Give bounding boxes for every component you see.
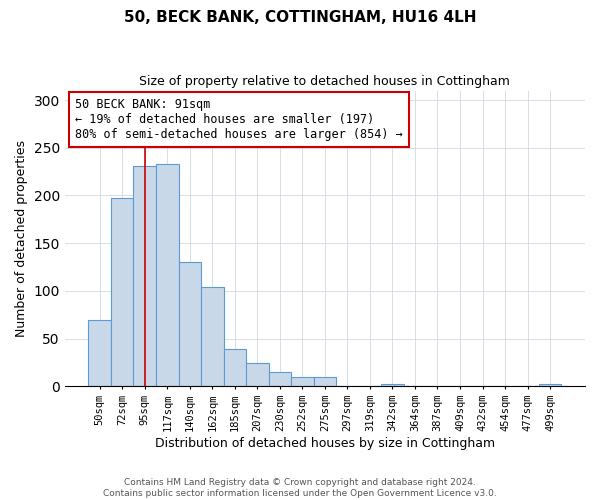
Bar [539, 384, 562, 386]
Bar [156, 164, 179, 386]
Bar [381, 384, 404, 386]
Bar [111, 198, 133, 386]
Bar [246, 364, 269, 386]
Bar [269, 372, 291, 386]
Bar [133, 166, 156, 386]
Y-axis label: Number of detached properties: Number of detached properties [15, 140, 28, 337]
Bar [224, 349, 246, 387]
Bar [314, 377, 336, 386]
Text: 50 BECK BANK: 91sqm
← 19% of detached houses are smaller (197)
80% of semi-detac: 50 BECK BANK: 91sqm ← 19% of detached ho… [75, 98, 403, 141]
X-axis label: Distribution of detached houses by size in Cottingham: Distribution of detached houses by size … [155, 437, 495, 450]
Bar [291, 377, 314, 386]
Title: Size of property relative to detached houses in Cottingham: Size of property relative to detached ho… [139, 75, 511, 88]
Bar [88, 320, 111, 386]
Text: Contains HM Land Registry data © Crown copyright and database right 2024.
Contai: Contains HM Land Registry data © Crown c… [103, 478, 497, 498]
Bar [179, 262, 201, 386]
Text: 50, BECK BANK, COTTINGHAM, HU16 4LH: 50, BECK BANK, COTTINGHAM, HU16 4LH [124, 10, 476, 25]
Bar [201, 287, 224, 386]
